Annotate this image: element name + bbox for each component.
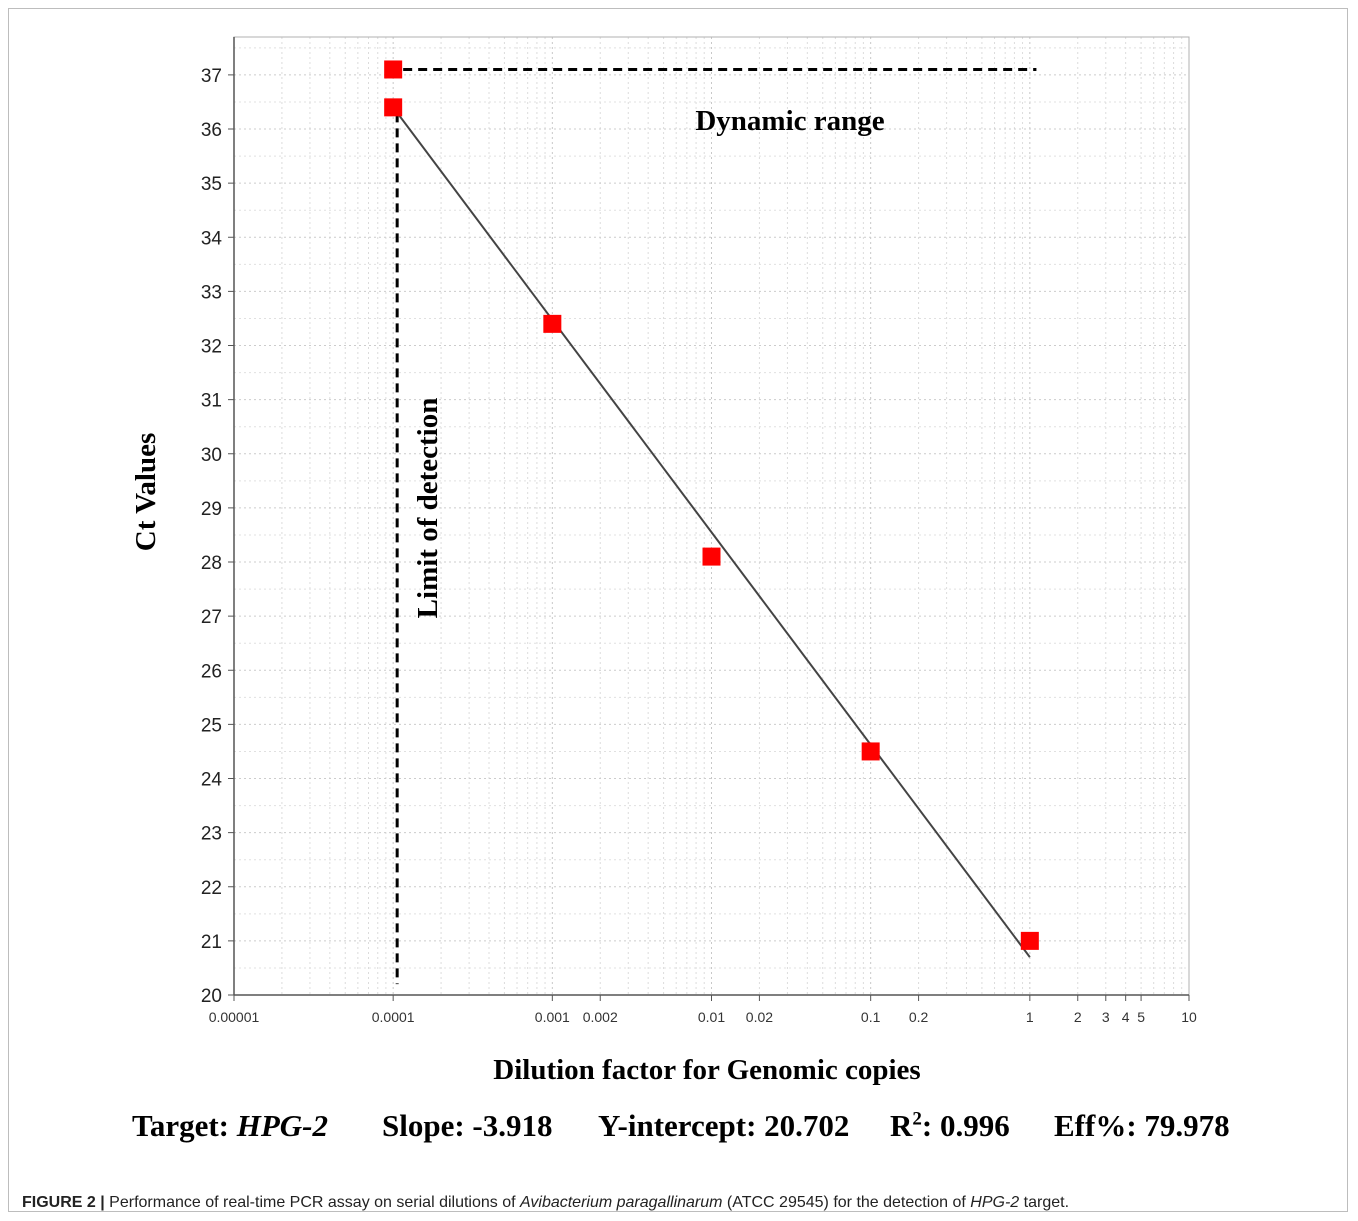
- y-tick-label: 35: [201, 174, 222, 195]
- annotations: Dynamic range Limit of detection: [395, 67, 1037, 985]
- x-tick-label: 0.00001: [209, 1009, 260, 1025]
- caption-organism: Avibacterium paragallinarum: [520, 1194, 723, 1211]
- standard-curve-chart: 0.00001 0.0001 0.001 0.002 0.01 0.02 0.1 0.2 1 2 3…: [130, 36, 1197, 1086]
- data-point: [384, 98, 403, 117]
- data-point: [543, 314, 562, 333]
- x-tick-label: 0.2: [909, 1009, 929, 1025]
- stat-efficiency: Eff%: 79.978: [1054, 1108, 1230, 1143]
- y-tick-label: 24: [201, 770, 223, 791]
- x-tick-label: 0.001: [535, 1009, 570, 1025]
- caption-label: FIGURE 2 |: [22, 1194, 105, 1211]
- x-tick-label: 0.1: [861, 1009, 881, 1025]
- stat-slope: Slope: -3.918: [382, 1108, 553, 1143]
- data-point: [384, 60, 403, 79]
- stat-target-value: HPG-2: [236, 1108, 329, 1143]
- y-tick-label: 20: [201, 986, 222, 1007]
- y-tick-label: 21: [201, 932, 222, 953]
- x-tick-label: 0.002: [583, 1009, 618, 1025]
- x-tick-label: 5: [1137, 1009, 1145, 1025]
- y-tick-labels: 20 21 22 23 24 25 26 27 28 29 30 31 32 33 34 35 36 37: [201, 66, 223, 1007]
- y-tick-label: 22: [201, 878, 222, 899]
- x-tick-label: 4: [1122, 1009, 1130, 1025]
- limit-of-detection-label: Limit of detection: [412, 398, 444, 619]
- x-tick-label: 0.02: [746, 1009, 773, 1025]
- y-tick-label: 26: [201, 661, 222, 682]
- figure-frame: [8, 8, 1348, 1212]
- x-axis-label: Dilution factor for Genomic copies: [493, 1054, 920, 1086]
- data-point: [861, 742, 880, 761]
- regression-stats: Target: HPG-2 Slope: -3.918 Y-intercept:…: [132, 1108, 1332, 1152]
- y-tick-label: 29: [201, 499, 222, 520]
- caption-target: HPG-2: [970, 1194, 1020, 1211]
- regression-line: [392, 106, 1031, 958]
- stat-r2: R2: 0.996: [890, 1108, 1010, 1143]
- x-tick-label: 0.0001: [372, 1009, 415, 1025]
- y-tick-label: 32: [201, 337, 222, 358]
- data-points: [384, 60, 1039, 958]
- grid-lines: [233, 37, 1189, 996]
- x-tick-label: 10: [1181, 1009, 1197, 1025]
- y-tick-label: 23: [201, 824, 222, 845]
- x-tick-labels: 0.00001 0.0001 0.001 0.002 0.01 0.02 0.1 0.2 1 2 3…: [209, 1009, 1197, 1025]
- y-tick-label: 28: [201, 553, 222, 574]
- plot-border: [233, 36, 1190, 996]
- dynamic-range-label: Dynamic range: [695, 105, 884, 137]
- y-tick-label: 30: [201, 445, 222, 466]
- y-tick-label: 27: [201, 607, 222, 628]
- data-point: [702, 547, 721, 566]
- y-tick-label: 37: [201, 66, 222, 87]
- y-tick-label: 36: [201, 120, 222, 141]
- x-tick-label: 1: [1026, 1009, 1034, 1025]
- y-tick-label: 31: [201, 391, 222, 412]
- x-tick-label: 2: [1074, 1009, 1082, 1025]
- stat-target: Target: HPG-2: [132, 1108, 329, 1143]
- x-tick-label: 0.01: [698, 1009, 725, 1025]
- stat-intercept: Y-intercept: 20.702: [598, 1108, 850, 1143]
- y-tick-label: 25: [201, 715, 222, 736]
- y-tick-label: 34: [201, 228, 223, 249]
- x-tick-label: 3: [1102, 1009, 1110, 1025]
- data-point: [1020, 931, 1039, 950]
- axes: [228, 36, 1190, 1001]
- figure-caption: FIGURE 2 | Performance of real-time PCR …: [22, 1194, 1070, 1211]
- y-axis-label: Ct Values: [130, 433, 162, 551]
- y-tick-label: 33: [201, 282, 222, 303]
